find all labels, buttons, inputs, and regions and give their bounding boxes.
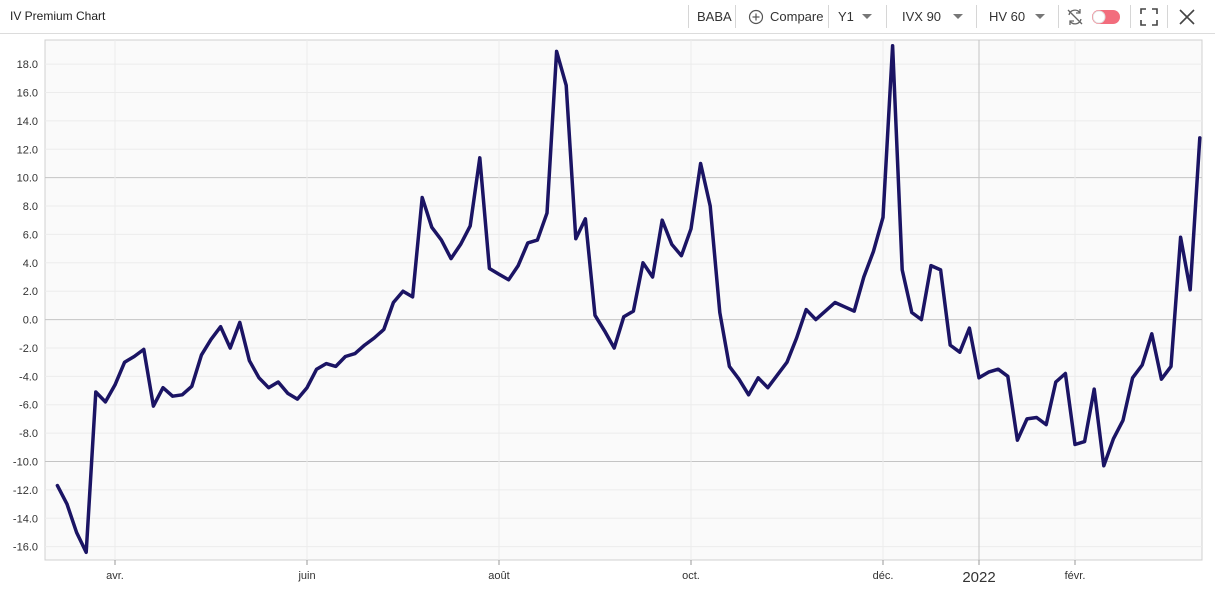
chart: -16.0 -14.0 -12.0 -10.0 -8.0 -6.0 -4.0 -2.0 0.0 2…: [13, 39, 1203, 586]
fullscreen-icon[interactable]: [1140, 8, 1158, 26]
hv-dropdown[interactable]: HV 60: [989, 9, 1026, 24]
separator: [1167, 5, 1168, 28]
y-tick-label: 0.0: [23, 315, 38, 327]
y-tick-label: 12.0: [17, 144, 38, 156]
ticker-button[interactable]: BABA: [697, 9, 732, 24]
x-tick-label: 2022: [962, 569, 995, 586]
y-tick-label: -8.0: [19, 428, 38, 440]
dropdown-caret[interactable]: [953, 14, 963, 19]
y-tick-label: 14.0: [17, 116, 38, 128]
y-tick-label: -10.0: [13, 456, 38, 468]
y-tick-label: 6.0: [23, 229, 38, 241]
y-tick-label: -2.0: [19, 343, 38, 355]
compare-button[interactable]: Compare: [770, 9, 824, 24]
separator: [976, 5, 977, 28]
x-tick-label: déc.: [873, 570, 894, 582]
separator: [1130, 5, 1131, 28]
sync-icon[interactable]: [1066, 8, 1084, 26]
x-tick-label: juin: [297, 570, 315, 582]
toggle-switch[interactable]: [1091, 9, 1121, 25]
y-tick-label: -16.0: [13, 542, 38, 554]
y-tick-label: -4.0: [19, 371, 38, 383]
close-icon[interactable]: [1179, 9, 1195, 25]
y-tick-label: 18.0: [17, 59, 38, 71]
y-tick-label: 2.0: [23, 286, 38, 298]
dropdown-caret[interactable]: [1035, 14, 1045, 19]
y-tick-label: -14.0: [13, 513, 38, 525]
dropdown-caret[interactable]: [862, 14, 872, 19]
y-tick-label: 8.0: [23, 201, 38, 213]
y-tick-label: 16.0: [17, 88, 38, 100]
x-tick-label: févr.: [1065, 570, 1086, 582]
x-tick-label: août: [488, 570, 509, 582]
separator: [828, 5, 829, 28]
series-line: [55, 43, 1202, 555]
x-tick-label: avr.: [106, 570, 124, 582]
y-tick-label: -6.0: [19, 400, 38, 412]
separator: [735, 5, 736, 28]
period-dropdown[interactable]: Y1: [838, 9, 854, 24]
y-tick-label: 10.0: [17, 173, 38, 185]
chart-title: IV Premium Chart: [10, 9, 106, 23]
separator: [886, 5, 887, 28]
y-tick-label: -12.0: [13, 485, 38, 497]
x-tick-label: oct.: [682, 570, 700, 582]
iv-dropdown[interactable]: IVX 90: [902, 9, 942, 24]
y-tick-label: 4.0: [23, 258, 38, 270]
toolbar: IV Premium Chart BABA Compare Y1 IVX 90 …: [0, 0, 1215, 34]
separator: [1058, 5, 1059, 28]
compare-icon[interactable]: [748, 9, 764, 25]
separator: [688, 5, 689, 28]
plot-area: [44, 39, 1203, 561]
